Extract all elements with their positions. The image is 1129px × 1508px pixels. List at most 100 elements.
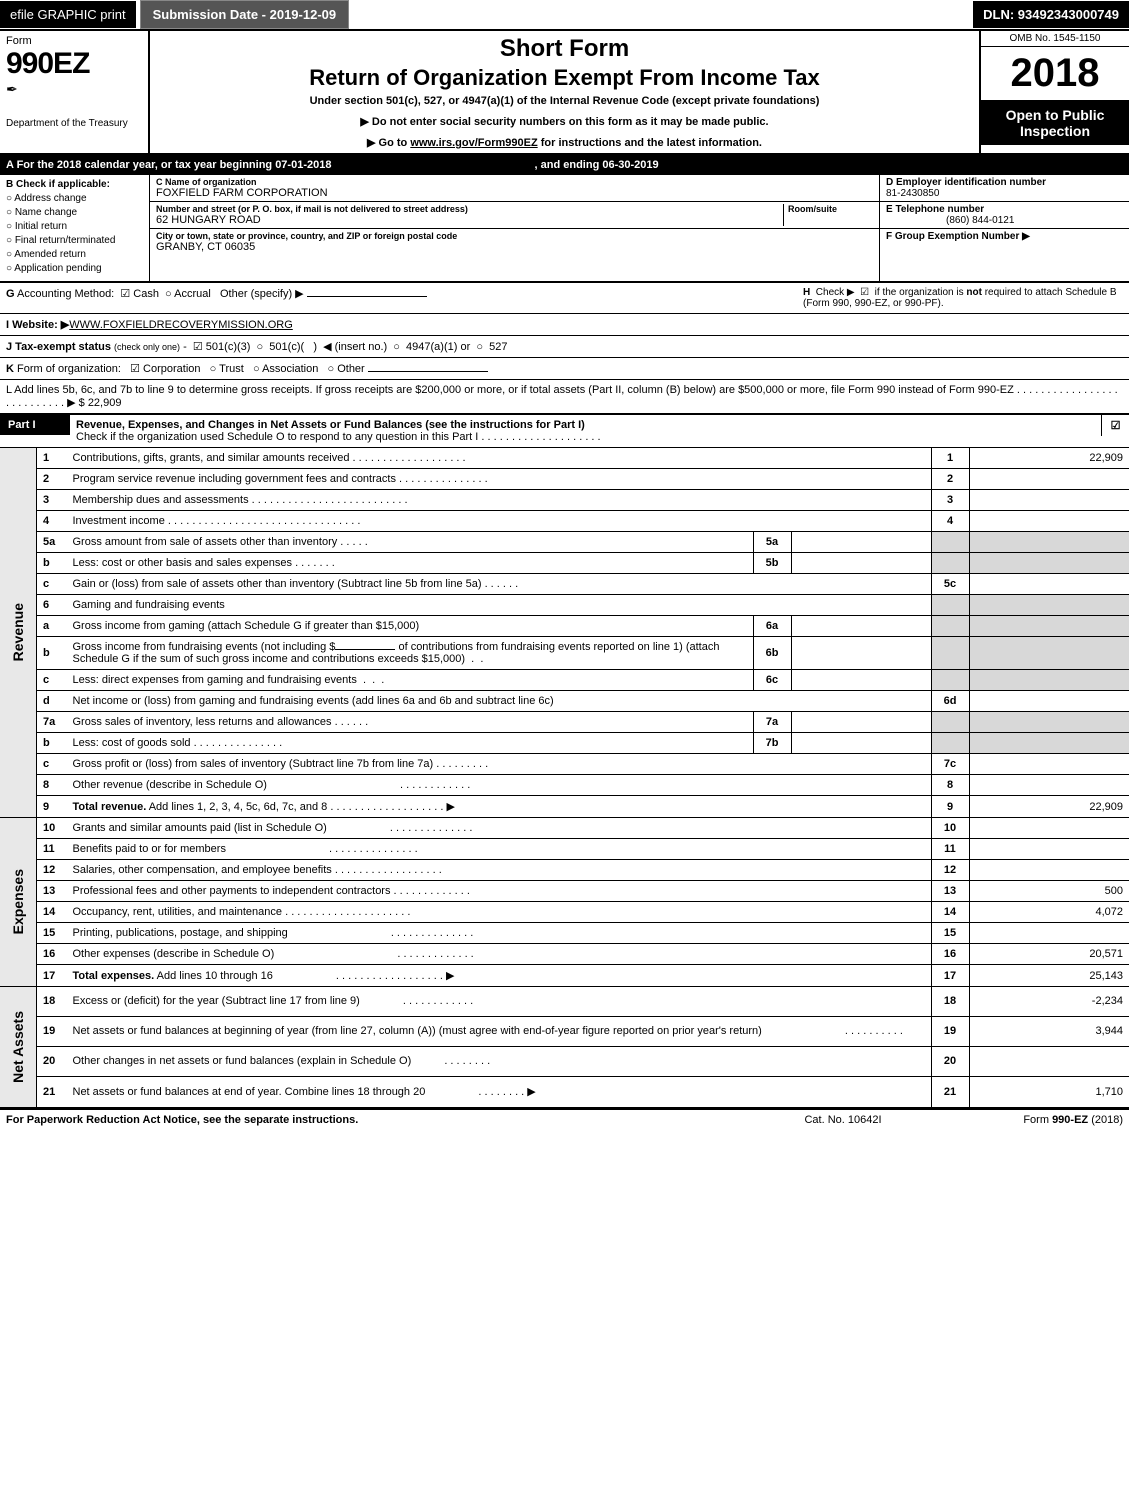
part-1-header: Part I Revenue, Expenses, and Changes in…: [0, 415, 1129, 448]
checkbox-initial-return[interactable]: Initial return: [6, 221, 143, 232]
line-5a-desc: Gross amount from sale of assets other t…: [73, 536, 338, 548]
part-1-desc: Revenue, Expenses, and Changes in Net As…: [70, 415, 1101, 447]
line-16-num: 16: [37, 944, 67, 965]
line-7a-inline: 7a: [753, 712, 791, 733]
line-20-val: [969, 1046, 1129, 1076]
line-12-desc: Salaries, other compensation, and employ…: [73, 864, 332, 876]
tax-year-begin: A For the 2018 calendar year, or tax yea…: [6, 159, 331, 171]
line-5b-desc: Less: cost or other basis and sales expe…: [73, 557, 293, 569]
header-left: Form 990EZ ✒ Department of the Treasury: [0, 31, 150, 153]
line-2-col: 2: [931, 469, 969, 490]
line-18-col: 18: [931, 987, 969, 1017]
line-3-col: 3: [931, 490, 969, 511]
paperwork-notice: For Paperwork Reduction Act Notice, see …: [6, 1114, 763, 1126]
line-21-val: 1,710: [969, 1076, 1129, 1107]
line-20-desc: Other changes in net assets or fund bala…: [73, 1055, 412, 1067]
line-10-num: 10: [37, 818, 67, 839]
phone-label: E Telephone number: [886, 204, 984, 215]
expenses-side-label: Expenses: [6, 849, 30, 954]
page-footer: For Paperwork Reduction Act Notice, see …: [0, 1108, 1129, 1130]
line-6b-inline: 6b: [753, 637, 791, 670]
line-5a-inline-val: [791, 532, 931, 553]
line-5a-num: 5a: [37, 532, 67, 553]
org-name-value: FOXFIELD FARM CORPORATION: [156, 187, 873, 199]
line-7b-inline-val: [791, 733, 931, 754]
line-15-col: 15: [931, 923, 969, 944]
tax-year-end: , and ending 06-30-2019: [535, 159, 659, 171]
line-3-num: 3: [37, 490, 67, 511]
line-8-val: [969, 775, 1129, 796]
submission-date-button[interactable]: Submission Date - 2019-12-09: [140, 0, 350, 29]
efile-print-label[interactable]: efile GRAPHIC print: [0, 1, 136, 28]
line-1-desc: Contributions, gifts, grants, and simila…: [73, 452, 350, 464]
line-9-col: 9: [931, 796, 969, 818]
phone-value: (860) 844-0121: [886, 215, 1014, 226]
line-1-val: 22,909: [969, 448, 1129, 469]
line-6c-desc: Less: direct expenses from gaming and fu…: [73, 674, 357, 686]
line-7c-num: c: [37, 754, 67, 775]
line-20-num: 20: [37, 1046, 67, 1076]
org-name-label: C Name of organization: [156, 177, 873, 187]
line-7c-val: [969, 754, 1129, 775]
header-center: Short Form Return of Organization Exempt…: [150, 31, 979, 153]
line-6a-desc: Gross income from gaming (attach Schedul…: [73, 620, 420, 632]
checkbox-final-return[interactable]: Final return/terminated: [6, 235, 143, 246]
line-18-num: 18: [37, 987, 67, 1017]
line-14-col: 14: [931, 902, 969, 923]
goto-link[interactable]: ▶ Go to www.irs.gov/Form990EZ for instru…: [158, 136, 971, 149]
open-public-label: Open to Public Inspection: [981, 101, 1129, 145]
checkbox-amended-return[interactable]: Amended return: [6, 249, 143, 260]
part-1-checkbox[interactable]: ☑: [1101, 415, 1129, 436]
line-12-val: [969, 860, 1129, 881]
return-title: Return of Organization Exempt From Incom…: [158, 65, 971, 91]
line-2-num: 2: [37, 469, 67, 490]
header-right: OMB No. 1545-1150 2018 Open to Public In…: [979, 31, 1129, 153]
line-7a-desc: Gross sales of inventory, less returns a…: [73, 716, 332, 728]
info-block: B Check if applicable: Address change Na…: [0, 175, 1129, 283]
website-value[interactable]: WWW.FOXFIELDRECOVERYMISSION.ORG: [69, 319, 292, 331]
street-label: Number and street (or P. O. box, if mail…: [156, 204, 783, 214]
section-b-checkboxes: B Check if applicable: Address change Na…: [0, 175, 150, 281]
line-17-num: 17: [37, 965, 67, 987]
line-5c-val: [969, 574, 1129, 595]
line-6-desc: Gaming and fundraising events: [67, 595, 932, 616]
line-15-val: [969, 923, 1129, 944]
form-header: Form 990EZ ✒ Department of the Treasury …: [0, 31, 1129, 155]
line-11-col: 11: [931, 839, 969, 860]
section-i-website: I Website: ▶WWW.FOXFIELDRECOVERYMISSION.…: [0, 314, 1129, 336]
line-2-val: [969, 469, 1129, 490]
catalog-number: Cat. No. 10642I: [763, 1114, 923, 1126]
line-7b-desc: Less: cost of goods sold: [73, 737, 191, 749]
line-16-col: 16: [931, 944, 969, 965]
section-b-label: B Check if applicable:: [6, 179, 110, 190]
line-21-num: 21: [37, 1076, 67, 1107]
line-7a-inline-val: [791, 712, 931, 733]
line-6c-inline-val: [791, 670, 931, 691]
line-18-val: -2,234: [969, 987, 1129, 1017]
tax-year: 2018: [981, 47, 1129, 101]
line-8-desc: Other revenue (describe in Schedule O): [73, 779, 267, 791]
line-17-val: 25,143: [969, 965, 1129, 987]
section-k-form-org: K Form of organization: ☑ Corporation ○ …: [0, 358, 1129, 380]
group-exemption-label: F Group Exemption Number ▶: [886, 231, 1030, 242]
line-13-col: 13: [931, 881, 969, 902]
line-21-desc: Net assets or fund balances at end of ye…: [73, 1086, 426, 1098]
line-15-num: 15: [37, 923, 67, 944]
top-bar: efile GRAPHIC print Submission Date - 20…: [0, 0, 1129, 31]
line-13-num: 13: [37, 881, 67, 902]
section-j-tax-exempt: J Tax-exempt status (check only one) - ☑…: [0, 336, 1129, 358]
line-3-val: [969, 490, 1129, 511]
part-1-table: Revenue 1 Contributions, gifts, grants, …: [0, 448, 1129, 1108]
checkbox-address-change[interactable]: Address change: [6, 193, 143, 204]
line-12-col: 12: [931, 860, 969, 881]
revenue-side-label: Revenue: [6, 583, 30, 681]
line-6d-num: d: [37, 691, 67, 712]
city-value: GRANBY, CT 06035: [156, 241, 873, 253]
checkbox-application-pending[interactable]: Application pending: [6, 263, 143, 274]
line-9-val: 22,909: [969, 796, 1129, 818]
line-11-val: [969, 839, 1129, 860]
line-2-desc: Program service revenue including govern…: [73, 473, 396, 485]
line-7b-inline: 7b: [753, 733, 791, 754]
checkbox-name-change[interactable]: Name change: [6, 207, 143, 218]
line-6-num: 6: [37, 595, 67, 616]
